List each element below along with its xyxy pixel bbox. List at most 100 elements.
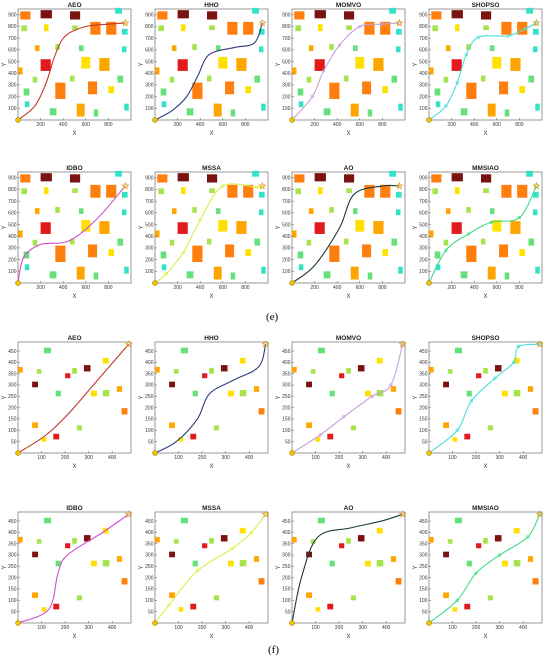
obstacle [389, 170, 396, 177]
obstacle [519, 86, 526, 94]
obstacle [355, 56, 365, 69]
x-tick-label: 800 [241, 285, 250, 291]
obstacle [314, 173, 326, 182]
obstacle [454, 187, 460, 195]
obstacle [99, 58, 110, 71]
y-axis-label: Y [276, 565, 282, 569]
planned-path [291, 184, 400, 284]
panel-title: MSSA [202, 165, 221, 172]
obstacle [106, 21, 117, 35]
obstacle [180, 24, 186, 32]
obstacle [527, 386, 534, 392]
path-plot: HHO 200 400 600 800 100 200 300 400 500 600 700 800 9… [139, 2, 269, 137]
x-axis-label: X [346, 131, 350, 137]
x-tick-label: 600 [219, 285, 228, 291]
obstacle [429, 67, 434, 75]
obstacle [532, 191, 539, 198]
waypoint-marker [231, 546, 235, 550]
obstacle [178, 437, 184, 442]
waypoint-marker [455, 81, 459, 85]
obstacle [32, 592, 39, 599]
y-tick-label: 400 [282, 530, 291, 536]
obstacle [20, 174, 31, 183]
obstacle [454, 347, 462, 354]
y-tick-label: 350 [282, 541, 291, 547]
x-tick-label: 400 [382, 625, 391, 631]
y-tick-label: 100 [282, 269, 291, 275]
obstacle [492, 219, 502, 232]
obstacle [236, 58, 247, 71]
goal-star-icon [121, 18, 130, 27]
obstacle [357, 365, 365, 372]
x-axis-label: X [209, 464, 213, 470]
obstacle [83, 365, 91, 372]
obstacle [55, 44, 60, 50]
obstacle [186, 108, 194, 116]
obstacle [180, 187, 186, 195]
path-plot: AO 100 200 300 400 50 100 150 200 250 300 350 400 450… [276, 505, 407, 640]
panel-f-shopso: SHOPSO 100 200 300 400 50 100 150 200 250 300 350 40… [413, 333, 548, 473]
x-tick-label: 600 [356, 285, 365, 291]
obstacle [362, 244, 372, 258]
obstacle [398, 103, 403, 111]
obstacle [108, 249, 115, 257]
x-tick-label: 400 [108, 455, 117, 461]
obstacle [492, 56, 502, 69]
y-tick-label: 400 [8, 360, 17, 366]
obstacle [40, 10, 52, 19]
planned-path [428, 185, 537, 284]
y-tick-label: 400 [8, 234, 17, 240]
obstacle [532, 578, 539, 585]
obstacle [121, 191, 128, 198]
plot-area [291, 341, 406, 454]
x-tick-label: 100 [448, 455, 457, 461]
obstacle [364, 390, 371, 397]
panel-f-ao: AO 100 200 300 400 50 100 150 200 250 300 350 400 450… [276, 503, 411, 643]
x-tick-label: 800 [241, 122, 250, 128]
obstacle [169, 76, 175, 83]
obstacle [171, 45, 177, 52]
x-tick-label: 600 [493, 122, 502, 128]
obstacle [43, 517, 51, 524]
obstacle [376, 357, 383, 364]
obstacle [169, 422, 176, 429]
obstacle [310, 369, 316, 374]
y-tick-label: 400 [8, 71, 17, 77]
y-tick-label: 200 [145, 575, 154, 581]
obstacle [108, 86, 115, 94]
y-tick-label: 300 [8, 246, 17, 252]
obstacle [209, 188, 215, 194]
y-tick-label: 800 [419, 24, 428, 30]
y-tick-label: 100 [145, 598, 154, 604]
obstacle [23, 88, 30, 96]
x-tick-label: 200 [61, 625, 70, 631]
obstacle [79, 208, 84, 215]
obstacle [21, 188, 28, 195]
obstacle [429, 230, 434, 238]
y-tick-label: 700 [419, 36, 428, 42]
plot-area [17, 511, 132, 624]
y-tick-label: 350 [8, 541, 17, 547]
waypoint-marker [474, 571, 478, 575]
y-axis-label: Y [139, 565, 145, 569]
obstacle [391, 238, 398, 246]
waypoint-marker [523, 27, 527, 31]
waypoint-marker [455, 598, 459, 602]
start-point [289, 280, 295, 286]
obstacle [178, 607, 184, 612]
panel-f-idbo: IDBO 100 200 300 400 50 100 150 200 250 300 350 400 4… [2, 503, 137, 643]
x-axis-label: X [72, 131, 76, 137]
goal-star-icon [261, 509, 270, 518]
obstacle [443, 76, 449, 83]
obstacle [90, 390, 97, 397]
obstacle [72, 538, 77, 544]
planned-path [17, 513, 129, 624]
obstacle [72, 368, 77, 374]
obstacle [243, 21, 254, 35]
panel-e-ao: AO 200 400 600 800 100 200 300 400 500 600 700 800 90… [276, 163, 411, 303]
obstacle [451, 173, 463, 182]
waypoint-marker [195, 569, 199, 573]
x-tick-label: 400 [245, 455, 254, 461]
x-tick-label: 200 [335, 455, 344, 461]
y-tick-label: 450 [419, 519, 428, 525]
